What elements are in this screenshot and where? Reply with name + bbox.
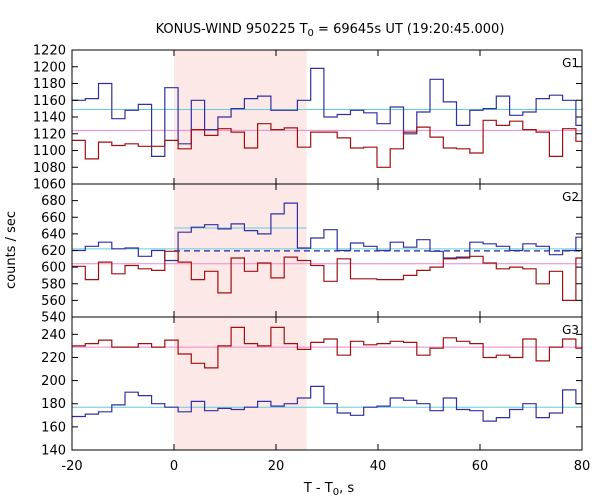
y-tick-label: 1180 (33, 77, 66, 92)
y-tick-label: 1120 (33, 127, 66, 142)
y-tick-label: 140 (41, 444, 66, 459)
x-tick-label: 0 (170, 459, 178, 474)
burst-interval-highlight (174, 50, 307, 184)
x-tick-label: 40 (370, 459, 387, 474)
red-series-steps (72, 250, 582, 301)
chart-title: KONUS-WIND 950225 T0 = 69645s UT (19:20:… (156, 22, 505, 39)
y-tick-label: 200 (41, 374, 66, 389)
x-tick-label: 20 (268, 459, 285, 474)
y-tick-label: 560 (41, 294, 66, 309)
y-tick-label: 1200 (33, 60, 66, 75)
panel-plot-area (72, 326, 582, 422)
y-tick-label: 680 (41, 194, 66, 209)
panel-label: G3 (562, 323, 579, 337)
y-tick-label: 600 (41, 261, 66, 276)
y-axis-label: counts / sec (4, 211, 19, 289)
red-series-steps (72, 119, 582, 168)
burst-interval-highlight (174, 317, 307, 450)
x-tick-label: 60 (472, 459, 489, 474)
panel-label: G1 (562, 56, 579, 70)
y-tick-label: 1140 (33, 111, 66, 126)
y-tick-label: 540 (41, 311, 66, 326)
x-axis-label: T - T0, s (303, 481, 354, 498)
x-tick-label: -20 (61, 459, 82, 474)
y-tick-label: 1060 (33, 178, 66, 193)
y-tick-label: 1100 (33, 144, 66, 159)
y-tick-label: 240 (41, 328, 66, 343)
y-tick-label: 180 (41, 397, 66, 412)
blue-series-steps (72, 67, 582, 157)
y-tick-label: 1160 (33, 94, 66, 109)
red-series-steps (72, 326, 582, 369)
y-tick-label: 580 (41, 277, 66, 292)
panel-label: G2 (562, 190, 579, 204)
x-tick-label: 80 (574, 459, 591, 474)
y-tick-label: 640 (41, 227, 66, 242)
panel-g3: 140 160 180 200 220 240 G3 (41, 316, 583, 459)
y-tick-label: 220 (41, 351, 66, 366)
y-tick-label: 1220 (33, 44, 66, 59)
y-tick-label: 660 (41, 211, 66, 226)
panel-plot-area (72, 67, 582, 168)
blue-series-steps (72, 202, 582, 262)
y-tick-label: 1080 (33, 161, 66, 176)
panel-frame (71, 316, 583, 451)
panels-layer: 106010801100112011401160118012001220G154… (33, 44, 590, 475)
blue-series-steps (72, 385, 582, 422)
y-tick-label: 160 (41, 420, 66, 435)
panel-plot-area (72, 202, 582, 301)
y-tick-label: 620 (41, 244, 66, 259)
